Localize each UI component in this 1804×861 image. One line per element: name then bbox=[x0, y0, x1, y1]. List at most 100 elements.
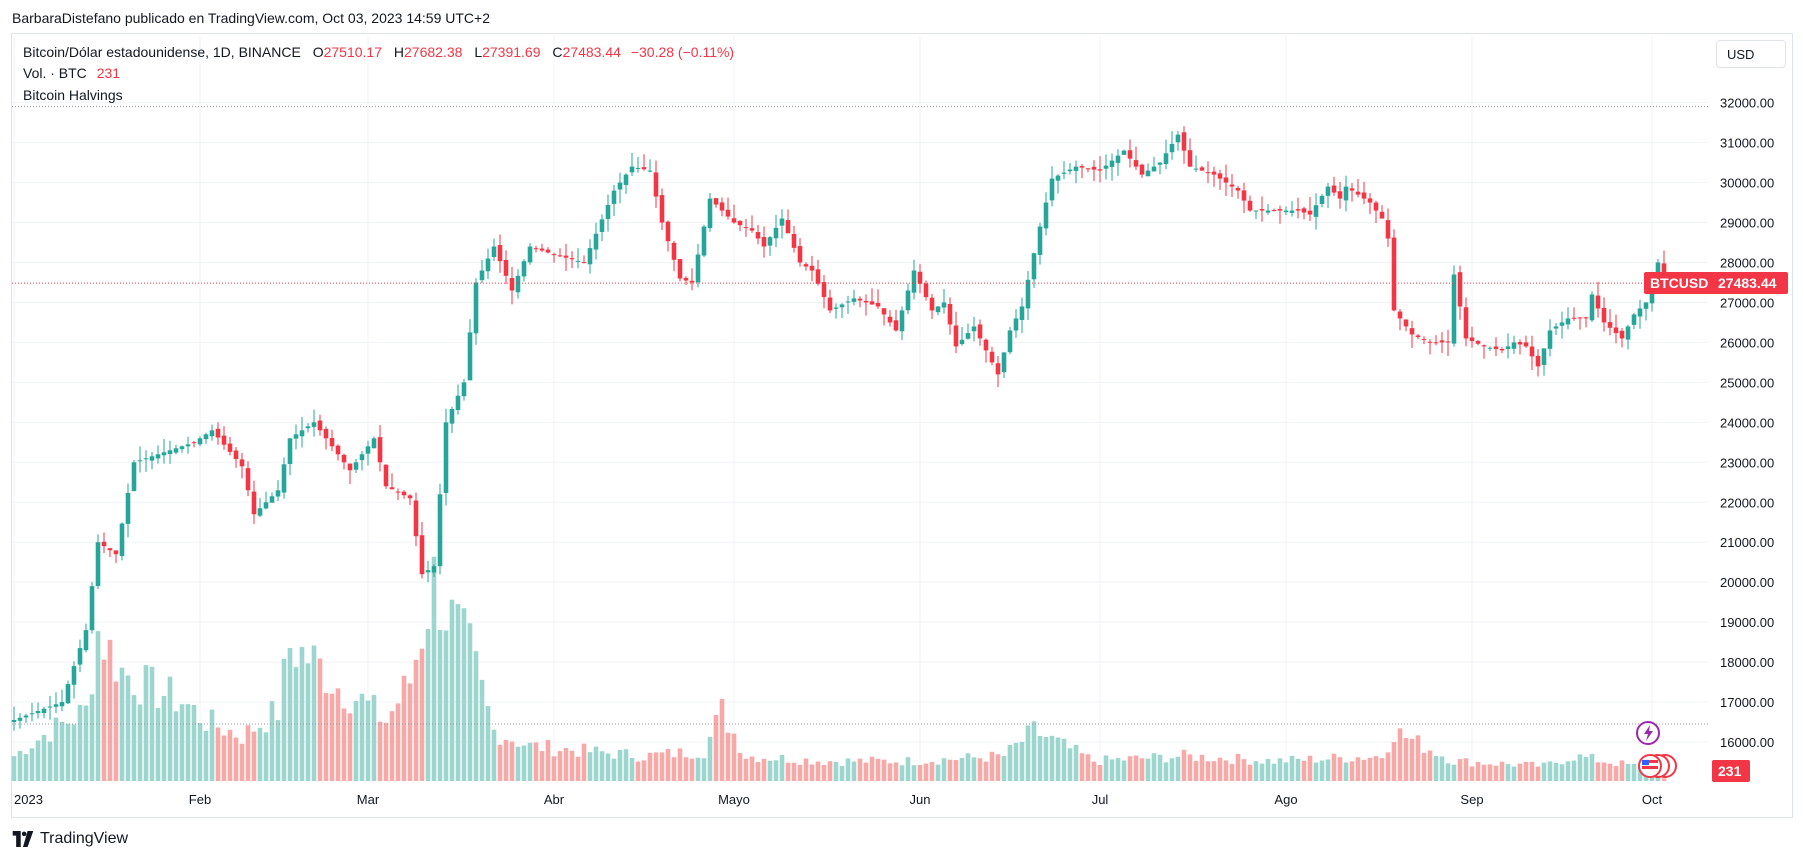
candle-body bbox=[881, 308, 887, 315]
volume-bar bbox=[1445, 763, 1451, 781]
candle-body bbox=[107, 548, 113, 551]
candle-body bbox=[317, 420, 323, 431]
candle-body bbox=[1187, 150, 1193, 167]
price-axis: 16000.00 17000.00 18000.00 19000.00 20000.00… bbox=[1720, 96, 1774, 750]
volume-bar bbox=[143, 665, 149, 781]
volume-bar bbox=[479, 679, 485, 781]
candle-body bbox=[863, 300, 869, 303]
candle-body bbox=[749, 228, 755, 231]
candle-body bbox=[815, 269, 821, 284]
volume-bar bbox=[1109, 759, 1115, 781]
candle-body bbox=[773, 227, 779, 239]
us-flag-events-icon[interactable] bbox=[1638, 754, 1677, 778]
volume-bar bbox=[1427, 750, 1433, 781]
candle-body bbox=[743, 227, 749, 229]
volume-bar bbox=[1253, 761, 1259, 781]
volume-bar bbox=[407, 683, 413, 781]
volume-bar bbox=[1547, 761, 1553, 781]
candle-body bbox=[1175, 134, 1181, 143]
volume-bar bbox=[1517, 763, 1523, 781]
volume-bar bbox=[305, 663, 311, 781]
candle-body bbox=[1535, 355, 1541, 367]
candle-body bbox=[551, 254, 557, 256]
time-tick-label: Feb bbox=[189, 792, 211, 807]
candle-body bbox=[1319, 195, 1325, 205]
candle-body bbox=[617, 182, 623, 190]
candle-body bbox=[1169, 143, 1175, 153]
price-tick-label: 19000.00 bbox=[1720, 615, 1774, 630]
volume-bar bbox=[1475, 761, 1481, 781]
candle-body bbox=[437, 494, 443, 567]
candle-body bbox=[1235, 187, 1241, 191]
time-tick-label: Sep bbox=[1460, 792, 1483, 807]
volume-bar bbox=[119, 667, 125, 781]
candle-body bbox=[467, 332, 473, 381]
volume-bar bbox=[1559, 764, 1565, 781]
candle-body bbox=[497, 245, 503, 262]
volume-bar bbox=[845, 758, 851, 781]
volume-bar bbox=[1175, 756, 1181, 781]
candle-body bbox=[335, 445, 341, 455]
volume-bar bbox=[959, 757, 965, 781]
candle-body bbox=[845, 301, 851, 303]
candle-body bbox=[1307, 210, 1313, 215]
candle-body bbox=[329, 437, 335, 447]
footer-brand[interactable]: TradingView bbox=[12, 830, 128, 848]
candle-body bbox=[1157, 162, 1163, 165]
volume-bar bbox=[767, 760, 773, 781]
price-tick-label: 17000.00 bbox=[1720, 695, 1774, 710]
candle-body bbox=[1133, 160, 1139, 167]
halving-event-icon[interactable] bbox=[1636, 721, 1660, 745]
candle-body bbox=[1061, 172, 1067, 174]
volume-bar bbox=[1085, 754, 1091, 781]
volume-bar bbox=[515, 746, 521, 781]
candle-body bbox=[1085, 168, 1091, 170]
currency-button[interactable]: USD bbox=[1716, 40, 1786, 68]
volume-bar bbox=[863, 762, 869, 781]
close-label: C bbox=[552, 44, 563, 60]
volume-bar bbox=[545, 740, 551, 781]
volume-bar bbox=[1223, 760, 1229, 781]
candle-body bbox=[923, 283, 929, 298]
volume-bar bbox=[1325, 759, 1331, 781]
candle-body bbox=[833, 307, 839, 309]
candle-body bbox=[1211, 171, 1217, 175]
volume-bar bbox=[689, 758, 695, 781]
volume-bar bbox=[107, 639, 113, 781]
candle-body bbox=[1241, 190, 1247, 201]
candle-body bbox=[1313, 205, 1319, 217]
volume-bar bbox=[341, 708, 347, 781]
volume-bar bbox=[1007, 744, 1013, 781]
candle-body bbox=[341, 454, 347, 463]
candle-body bbox=[623, 174, 629, 185]
chart-frame[interactable] bbox=[11, 33, 1793, 818]
candle-body bbox=[161, 452, 167, 456]
volume-bar bbox=[1553, 762, 1559, 781]
time-tick-label: Mayo bbox=[718, 792, 750, 807]
candle-body bbox=[1217, 173, 1223, 179]
candle-body bbox=[1109, 160, 1115, 167]
volume-bar bbox=[1331, 753, 1337, 781]
candle-body bbox=[443, 422, 449, 493]
volume-bar bbox=[929, 762, 935, 781]
volume-bar bbox=[335, 688, 341, 781]
volume-bar bbox=[785, 762, 791, 781]
candle-body bbox=[797, 246, 803, 263]
volume-bar bbox=[1343, 762, 1349, 781]
volume-bar bbox=[455, 604, 461, 781]
volume-bar bbox=[245, 725, 251, 781]
candle-body bbox=[245, 468, 251, 491]
volume-bar bbox=[1607, 763, 1613, 781]
volume-bar bbox=[1013, 742, 1019, 781]
volume-bar bbox=[1493, 765, 1499, 781]
price-tick-label: 32000.00 bbox=[1720, 96, 1774, 111]
volume-bar bbox=[1361, 759, 1367, 781]
volume-bar bbox=[191, 704, 197, 781]
candle-body bbox=[545, 249, 551, 253]
candle-body bbox=[893, 320, 899, 331]
candle-body bbox=[1487, 347, 1493, 349]
volume-bar bbox=[47, 741, 53, 781]
volume-bar bbox=[137, 704, 143, 781]
candle-body bbox=[1115, 155, 1121, 163]
